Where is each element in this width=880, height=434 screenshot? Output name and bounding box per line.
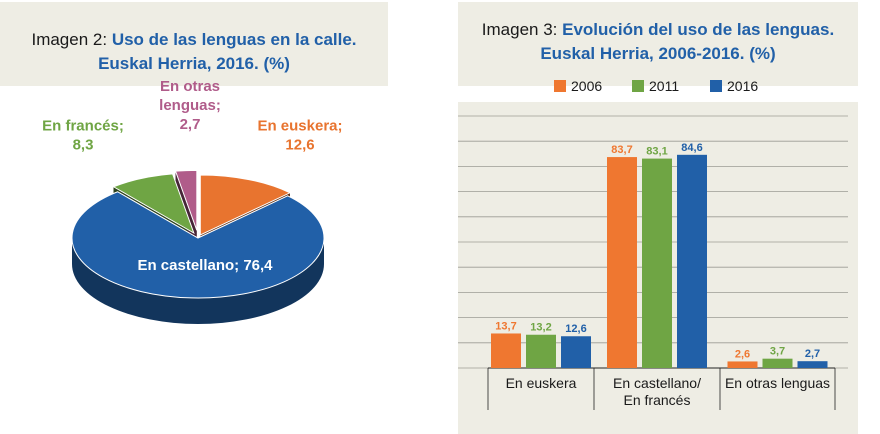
bar-2016-0 — [561, 336, 591, 368]
pie-slice-en-euskera — [199, 174, 292, 236]
category-label-1-0: En castellano/ — [613, 375, 701, 391]
pie-title-prefix: Imagen 2: — [31, 30, 108, 49]
legend-swatch-2011 — [632, 80, 644, 92]
bar-2006-2 — [727, 361, 758, 368]
data-label-2016-0: 12,6 — [565, 323, 586, 335]
pie-labels: En euskera; 12,6 En castellano; 76,4 En fra… — [42, 78, 342, 274]
category-label-0-0: En euskera — [506, 375, 577, 391]
legend-label-2006: 2006 — [571, 78, 602, 94]
pie-title-line-1: Imagen 2: Uso de las lenguas en la calle… — [0, 30, 388, 50]
bar-2011-0 — [526, 334, 556, 368]
pie-slice-en-otras-lenguas — [174, 169, 198, 231]
pie-label-3-line-1: lenguas; — [159, 97, 221, 114]
category-label-1-1: En francés — [624, 392, 691, 408]
bar-2006-1 — [607, 157, 637, 368]
data-label-2011-0: 13,2 — [530, 322, 551, 334]
pie-slice-en-francés — [112, 173, 195, 235]
legend-label-2016: 2016 — [727, 78, 758, 94]
bar-2011-2 — [762, 358, 793, 368]
bar-2011-1 — [642, 158, 672, 368]
pie-tops — [71, 169, 325, 299]
pie-label-0-line-1: 12,6 — [285, 137, 314, 154]
bar-2016-1 — [677, 154, 707, 368]
pie-label-3-line-2: 2,7 — [180, 116, 201, 133]
category-label-2-0: En otras lenguas — [725, 375, 830, 391]
pie-side-1 — [72, 238, 324, 324]
data-label-2011-1: 83,1 — [646, 146, 667, 158]
bar-2016-2 — [797, 361, 828, 368]
bar-title-panel: Imagen 3: Evolución del uso de las lengu… — [458, 2, 858, 86]
pie-title-main: Uso de las lenguas en la calle. — [111, 30, 357, 49]
legend-swatch-2016 — [710, 80, 722, 92]
bar-title-line-1: Imagen 3: Evolución del uso de las lengu… — [458, 20, 858, 40]
data-label-2011-2: 3,7 — [770, 346, 785, 358]
pie-label-2-line-1: 8,3 — [73, 137, 94, 154]
pie-label-0-line-0: En euskera; — [257, 118, 342, 135]
pie-label-1-line-0: En castellano; 76,4 — [137, 257, 273, 274]
legend-swatch-2006 — [554, 80, 566, 92]
legend-label-2011: 2011 — [649, 78, 679, 94]
bar-title-sub: Euskal Herria, 2006-2016. (%) — [540, 44, 776, 63]
bar-2006-0 — [491, 333, 521, 368]
data-label-2006-2: 2,6 — [735, 348, 750, 360]
pie-label-2-line-0: En francés; — [42, 118, 124, 135]
bar-title-main: Evolución del uso de las lenguas. — [562, 20, 835, 39]
pie-slice-en-castellano — [71, 191, 325, 299]
pie-title-panel: Imagen 2: Uso de las lenguas en la calle… — [0, 2, 388, 86]
data-label-2006-0: 13,7 — [495, 320, 516, 332]
pie-label-3-line-0: En otras — [160, 78, 220, 95]
bar-title-prefix: Imagen 3: — [481, 20, 558, 39]
data-label-2016-2: 2,7 — [805, 348, 820, 360]
data-label-2006-1: 83,7 — [611, 144, 632, 156]
bar-legend: 2006 2011 2016 — [554, 78, 758, 94]
data-label-2016-1: 84,6 — [681, 142, 702, 154]
pie-title-sub: Euskal Herria, 2016. (%) — [98, 54, 290, 73]
bars: 13,7 13,2 12,6 En euskera 83,7 83,1 84,6 En cas… — [491, 142, 830, 408]
